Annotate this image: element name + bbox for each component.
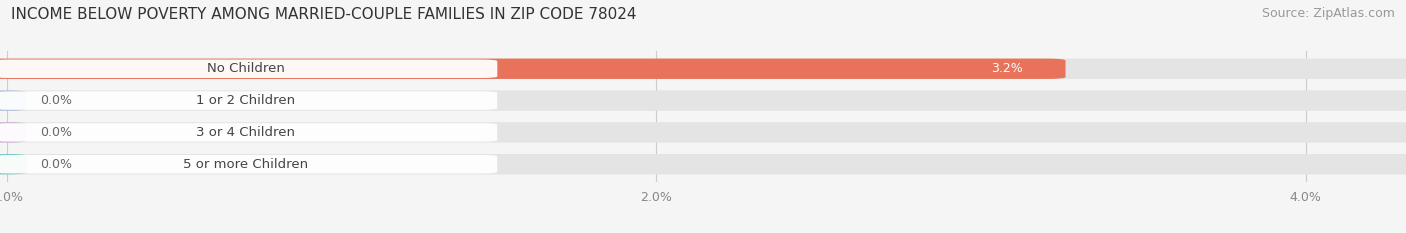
Text: 3.2%: 3.2%	[991, 62, 1024, 75]
Text: 1 or 2 Children: 1 or 2 Children	[195, 94, 295, 107]
Text: 0.0%: 0.0%	[39, 126, 72, 139]
FancyBboxPatch shape	[0, 122, 27, 143]
Text: 3 or 4 Children: 3 or 4 Children	[197, 126, 295, 139]
Text: No Children: No Children	[207, 62, 284, 75]
FancyBboxPatch shape	[0, 122, 1406, 143]
FancyBboxPatch shape	[0, 90, 27, 111]
FancyBboxPatch shape	[0, 60, 498, 78]
Text: INCOME BELOW POVERTY AMONG MARRIED-COUPLE FAMILIES IN ZIP CODE 78024: INCOME BELOW POVERTY AMONG MARRIED-COUPL…	[11, 7, 637, 22]
Text: 0.0%: 0.0%	[39, 94, 72, 107]
FancyBboxPatch shape	[0, 154, 1406, 175]
Text: 5 or more Children: 5 or more Children	[183, 158, 308, 171]
FancyBboxPatch shape	[0, 58, 1406, 79]
FancyBboxPatch shape	[0, 155, 498, 173]
FancyBboxPatch shape	[0, 90, 1406, 111]
FancyBboxPatch shape	[0, 154, 27, 175]
FancyBboxPatch shape	[0, 58, 1066, 79]
Text: Source: ZipAtlas.com: Source: ZipAtlas.com	[1261, 7, 1395, 20]
FancyBboxPatch shape	[0, 91, 498, 110]
Text: 0.0%: 0.0%	[39, 158, 72, 171]
FancyBboxPatch shape	[0, 123, 498, 142]
